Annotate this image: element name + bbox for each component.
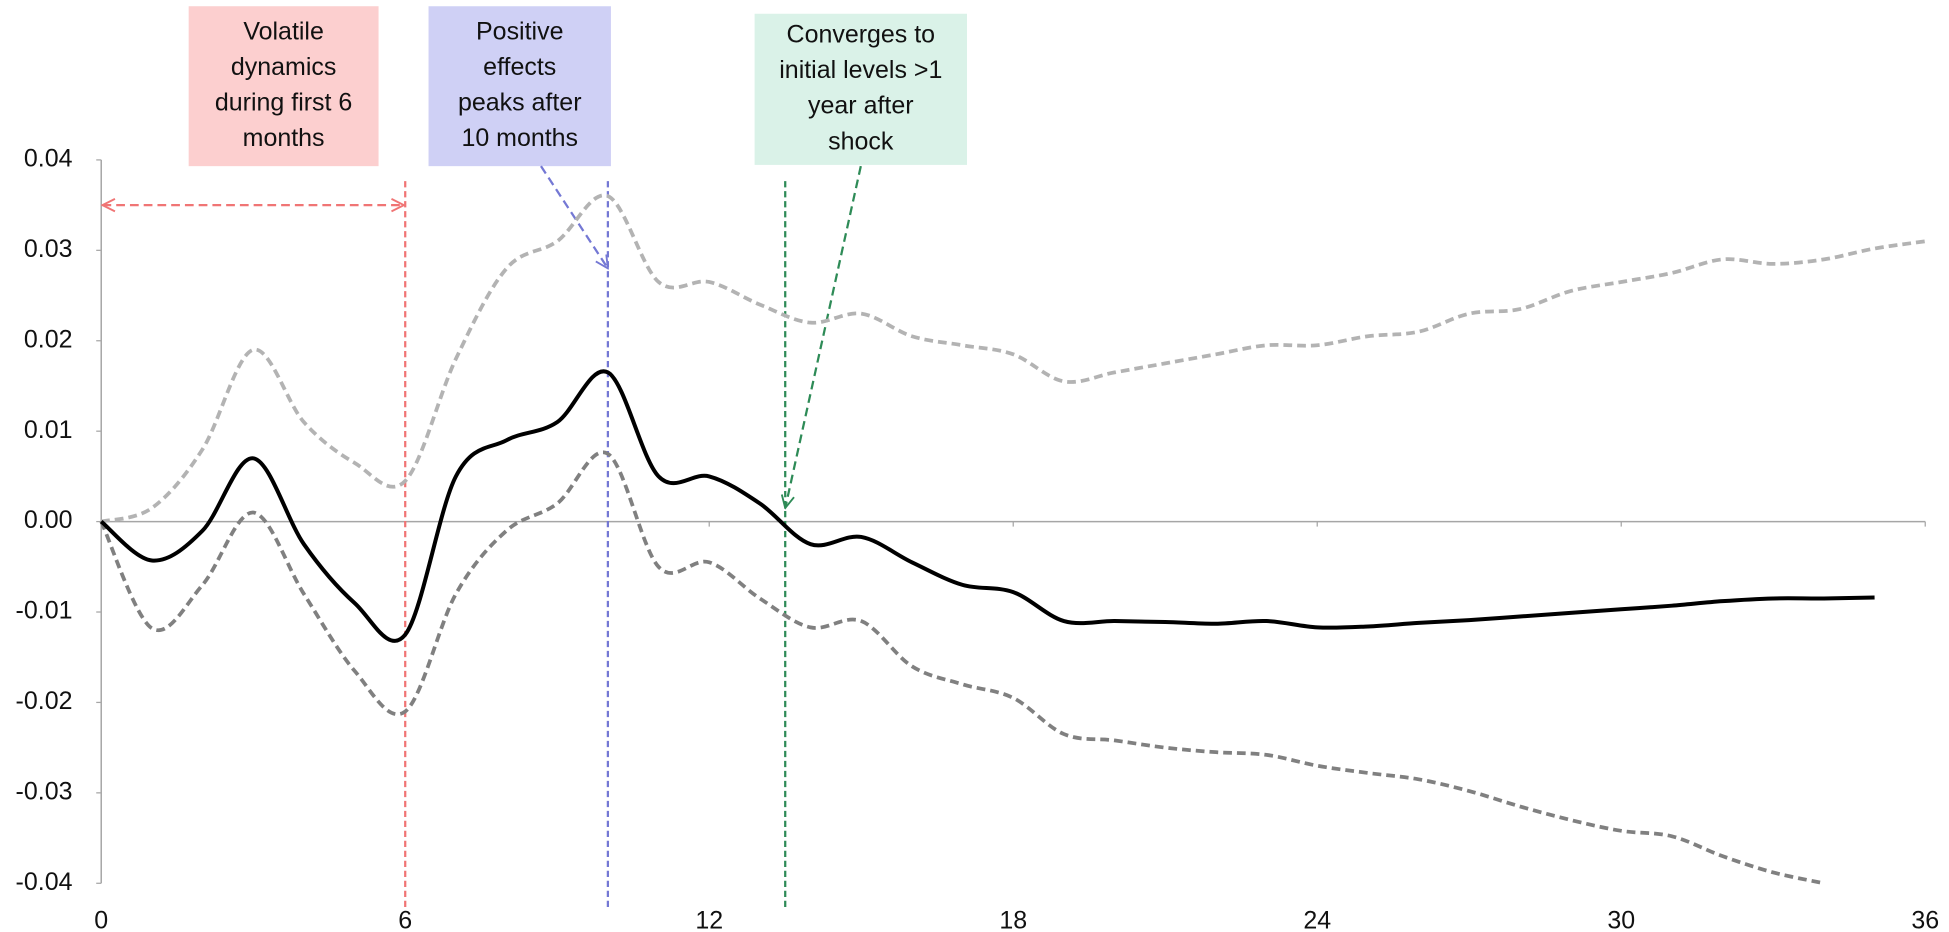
- y-tick-label: -0.02: [16, 687, 73, 715]
- y-tick-label: 0.03: [24, 235, 73, 263]
- annotation-text: Volatile: [243, 17, 324, 45]
- y-tick-label: 0.00: [24, 506, 73, 534]
- series-line: [100, 193, 1926, 524]
- series-line: [99, 369, 1875, 643]
- annotation-arrow: [785, 165, 862, 508]
- y-tick-label: 0.01: [24, 416, 73, 444]
- annotation-text: Converges to: [787, 21, 936, 49]
- y-tick-label: -0.01: [16, 597, 73, 625]
- x-tick-label: 36: [1911, 907, 1939, 932]
- x-tick-label: 6: [398, 907, 412, 932]
- annotation-box: [754, 13, 968, 165]
- annotation-box: [188, 6, 379, 167]
- annotation-text: effects: [483, 53, 556, 81]
- y-tick-label: -0.04: [16, 868, 73, 896]
- x-tick-label: 18: [999, 907, 1027, 932]
- y-tick-label: -0.03: [16, 777, 73, 805]
- annotation-text: year after: [808, 92, 913, 120]
- y-tick-label: 0.04: [24, 145, 73, 173]
- annotation-text: 10 months: [461, 124, 578, 152]
- annotation-text: during first 6: [215, 89, 352, 117]
- annotation-arrow: [540, 165, 608, 268]
- annotation-text: peaks after: [458, 89, 582, 117]
- x-tick-label: 12: [695, 907, 723, 932]
- annotation-text: Positive: [476, 17, 563, 45]
- x-tick-label: 24: [1303, 907, 1331, 932]
- annotation-box: [428, 6, 611, 167]
- y-tick-label: 0.02: [24, 325, 73, 353]
- annotation-text: dynamics: [231, 53, 336, 81]
- annotation-text: initial levels >1: [779, 56, 942, 84]
- annotation-text: months: [243, 124, 325, 152]
- x-tick-label: 0: [94, 907, 108, 932]
- series-line: [99, 450, 1825, 886]
- x-tick-label: 30: [1607, 907, 1635, 932]
- annotation-text: shock: [828, 127, 894, 155]
